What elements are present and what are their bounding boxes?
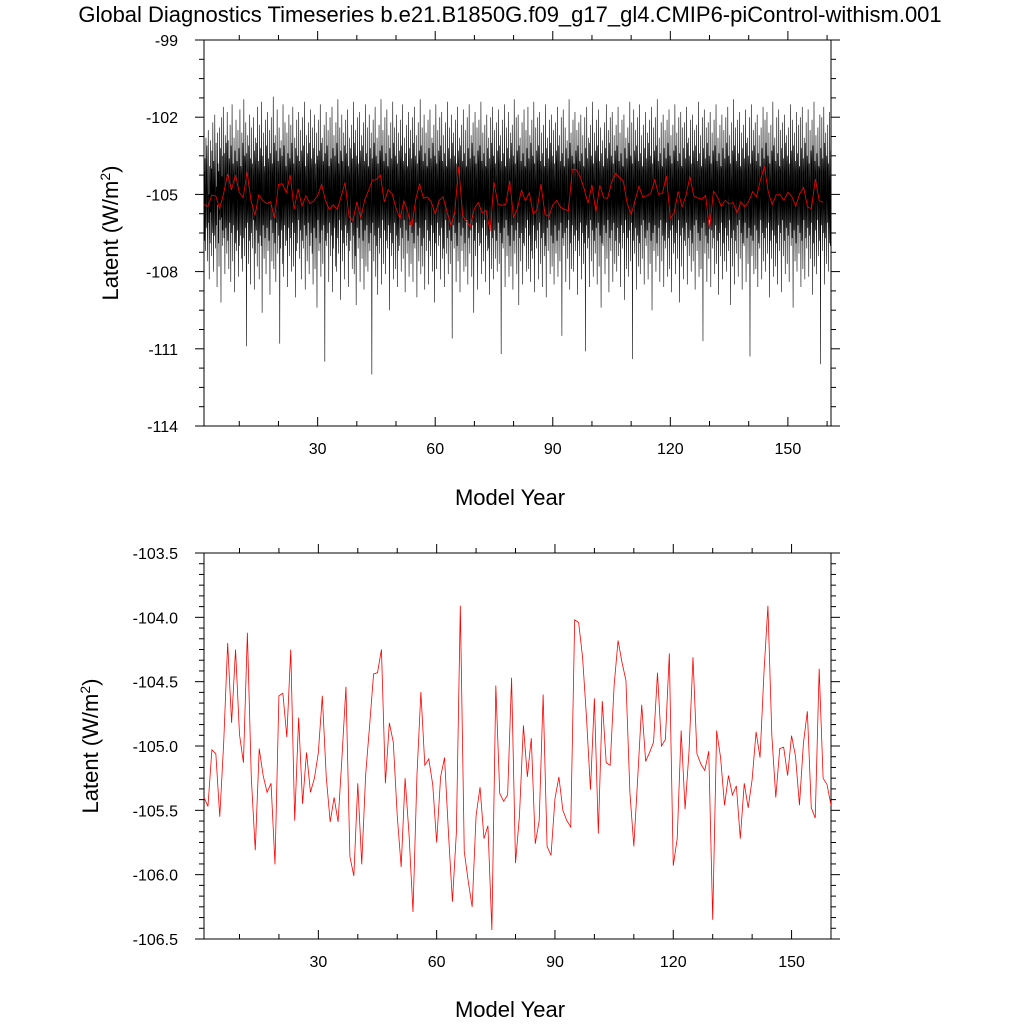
x-tick-label: 90: [544, 441, 562, 458]
x-tick-label: 30: [309, 954, 327, 971]
top-y-axis-label: Latent (W/m2): [97, 166, 123, 301]
bottom-y-axis-label: Latent (W/m2): [77, 679, 103, 814]
bottom-plot-frame: [203, 552, 832, 940]
y-tick-label: -106.5: [133, 932, 178, 949]
y-tick-label: -105.0: [133, 739, 178, 756]
bottom-panel: Model Year Latent (W/m2) 30 60 90 120 150 -10…: [77, 544, 840, 1022]
x-tick-label: 120: [660, 954, 687, 971]
y-tick-label: -105.5: [133, 803, 178, 820]
x-tick-label: 120: [657, 441, 684, 458]
y-tick-label: -105: [146, 187, 178, 204]
y-tick-label: -104.5: [133, 675, 178, 692]
x-tick-label: 90: [546, 954, 564, 971]
series-line-annual: [204, 166, 824, 232]
x-tick-label: 60: [428, 954, 446, 971]
x-tick-label: 150: [775, 441, 802, 458]
y-tick-label: -108: [146, 265, 178, 282]
x-tick-label: 60: [426, 441, 444, 458]
series-line-monthly: [204, 96, 831, 375]
y-tick-label: -111: [148, 342, 178, 359]
series-line-annual: [204, 605, 831, 931]
figure-title: Global Diagnostics Timeseries b.e21.B185…: [78, 2, 941, 27]
y-tick-label: -106.0: [133, 868, 178, 885]
y-tick-label: -99: [155, 33, 178, 50]
x-tick-label: 30: [309, 441, 327, 458]
bottom-x-axis-label: Model Year: [455, 997, 565, 1022]
y-tick-label: -114: [147, 419, 178, 436]
top-plot-frame: [203, 39, 832, 427]
y-tick-label: -103.5: [133, 546, 178, 563]
top-x-axis-label: Model Year: [455, 485, 565, 510]
x-tick-label: 150: [778, 954, 805, 971]
y-tick-label: -104.0: [133, 610, 178, 627]
top-panel: Model Year Latent (W/m2) 30 60 90 120 150 -11…: [97, 31, 840, 510]
y-tick-label: -102: [146, 110, 178, 127]
